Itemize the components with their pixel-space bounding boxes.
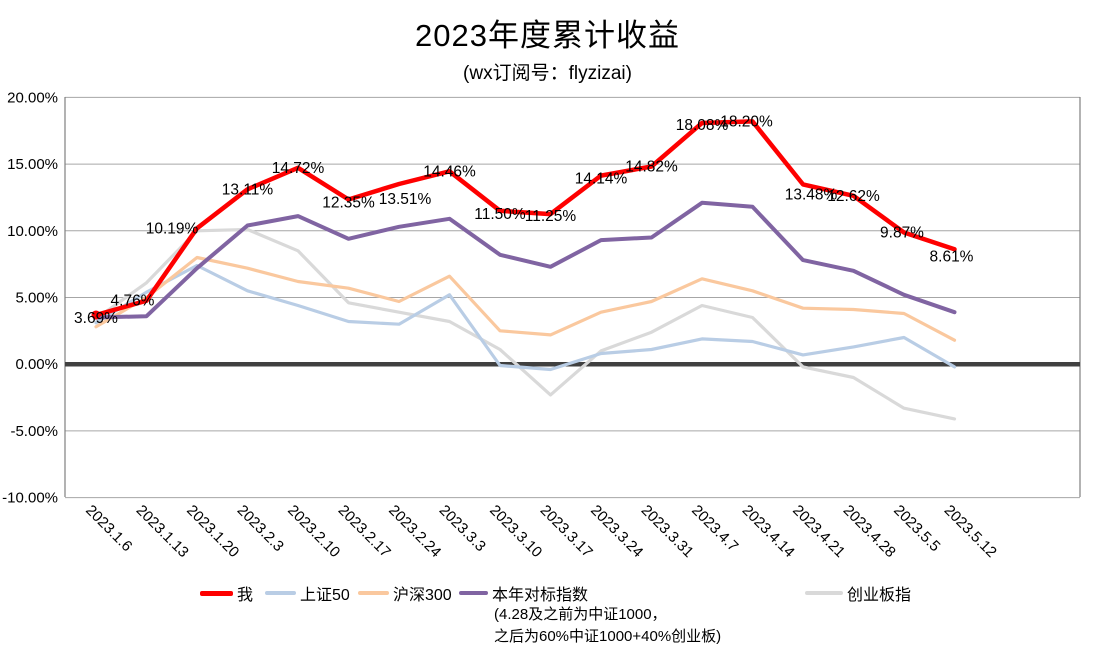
- data-label: 11.50%: [474, 206, 526, 223]
- x-tick-label: 2023.1.6: [82, 502, 135, 555]
- legend-item-本年对标指数: 本年对标指数: [459, 581, 588, 605]
- data-label: 11.25%: [525, 208, 577, 225]
- data-label: 4.76%: [111, 293, 155, 310]
- data-label: 3.69%: [74, 310, 118, 327]
- y-tick-label: 5.00%: [15, 290, 58, 307]
- legend-item-我: 我: [200, 581, 253, 605]
- data-label: 14.82%: [625, 159, 678, 176]
- x-tick-label: 2023.4.14: [739, 502, 798, 561]
- legend-swatch-上证50: [265, 591, 296, 595]
- legend-label: 创业板指: [847, 587, 912, 604]
- y-tick-label: -10.00%: [2, 490, 58, 507]
- x-tick-label: 2023.2.24: [385, 502, 444, 561]
- series-line-我: [93, 119, 957, 318]
- x-tick-label: 2023.2.17: [335, 502, 394, 561]
- data-label: 8.61%: [930, 248, 974, 265]
- series-start-marker: [91, 310, 101, 320]
- data-label: 13.51%: [379, 191, 432, 208]
- chart-title: 2023年度累计收益: [415, 18, 680, 53]
- legend-label: 本年对标指数: [492, 587, 589, 604]
- x-tick-label: 2023.1.20: [183, 502, 242, 561]
- x-tick-label: 2023.5.12: [941, 502, 1000, 561]
- data-label: 13.48%: [785, 186, 838, 203]
- data-label: 12.35%: [322, 194, 375, 211]
- data-label: 18.08%: [676, 117, 729, 134]
- y-tick-label: 10.00%: [7, 223, 58, 240]
- data-label: 13.11%: [222, 181, 274, 198]
- legend-note-line2: 之后为60%中证1000+40%创业板): [494, 628, 722, 645]
- y-tick-label: 0.00%: [15, 356, 58, 373]
- data-label: 14.72%: [272, 160, 325, 177]
- data-label: 18.20%: [720, 113, 773, 130]
- legend-note-line1: (4.28及之前为中证1000，: [494, 606, 667, 623]
- y-tick-label: 20.00%: [7, 89, 58, 106]
- y-tick-label: 15.00%: [7, 156, 58, 173]
- legend-swatch-创业板指: [805, 591, 843, 595]
- x-tick-label: 2023.4.28: [840, 502, 899, 561]
- data-label: 14.46%: [423, 163, 476, 180]
- legend-swatch-我: [200, 590, 233, 596]
- data-label: 14.14%: [575, 171, 628, 188]
- legend-label: 沪深300: [393, 587, 452, 604]
- x-tick-label: 2023.3.24: [587, 502, 646, 561]
- legend-item-沪深300: 沪深300: [358, 581, 452, 605]
- series-line-上证50: [94, 263, 957, 372]
- data-label: 10.19%: [146, 220, 199, 237]
- series-line-创业板指: [94, 227, 957, 421]
- chart-subtitle: (wx订阅号：flyzizai): [463, 63, 632, 84]
- x-tick-label: 2023.3.31: [638, 502, 697, 561]
- series-line-本年对标指数: [94, 200, 957, 320]
- x-tick-label: 2023.3.10: [486, 502, 545, 561]
- x-tick-label: 2023.3.17: [537, 502, 596, 561]
- data-label: 12.62%: [827, 188, 880, 205]
- legend-item-创业板指: 创业板指: [805, 581, 911, 605]
- legend-swatch-本年对标指数: [459, 591, 488, 595]
- legend-label: 我: [237, 587, 254, 604]
- x-tick-label: 2023.2.10: [284, 502, 343, 561]
- legend-label: 上证50: [300, 587, 350, 604]
- x-tick-label: 2023.4.21: [789, 502, 848, 561]
- data-label: 9.87%: [880, 225, 924, 242]
- y-tick-label: -5.00%: [10, 423, 58, 440]
- legend-swatch-沪深300: [358, 591, 389, 595]
- legend-item-上证50: 上证50: [265, 581, 350, 605]
- series-line-沪深300: [94, 255, 957, 342]
- x-tick-label: 2023.1.13: [133, 502, 192, 561]
